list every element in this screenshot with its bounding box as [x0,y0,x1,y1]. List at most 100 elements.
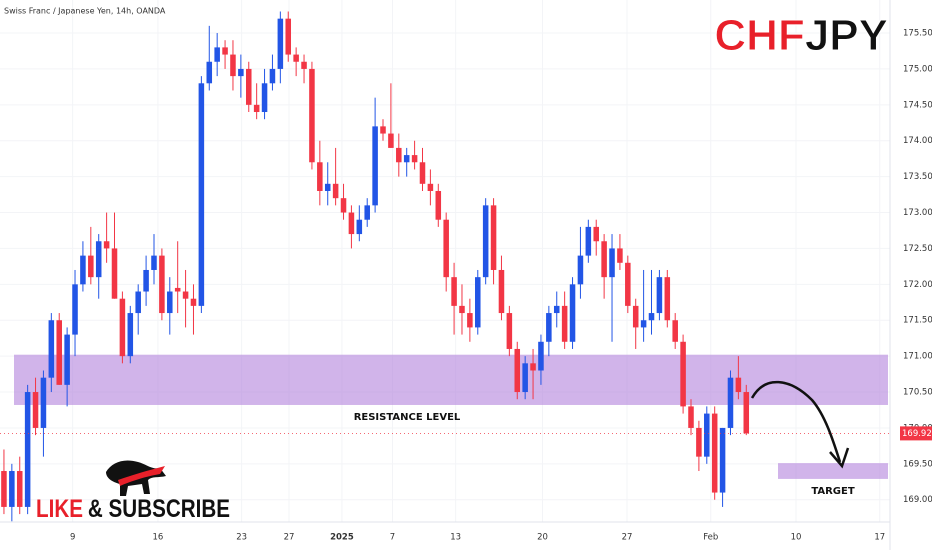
x-tick-label: 27 [284,533,295,543]
x-tick-label: 20 [537,533,548,543]
y-tick-label: 175.500 [903,29,932,39]
x-tick-label: 2025 [330,533,354,543]
candle-body [285,18,292,55]
candle-body [688,406,694,428]
candle-body [182,291,189,299]
grid [0,0,890,522]
arrow-head [829,447,850,469]
candle-body [467,313,473,328]
candle-body [48,320,55,378]
candle-body [64,334,70,385]
title-part: CHF [714,11,804,60]
subscribe: LIKE& SUBSCRIBE [36,495,230,523]
y-tick-label: 172.000 [903,280,932,290]
arrow [750,380,842,463]
x-axis: 9 16 23 27 2025 7 13 20 27 Feb 10 17 [70,533,885,543]
candle-body [538,341,544,371]
candle-body [151,255,157,270]
candle-body [95,241,102,278]
candle-body [214,47,220,62]
candle-body [1,471,7,507]
candle-body [253,104,260,113]
title-part: JPY [805,11,888,60]
y-tick-label: 170.500 [903,388,932,398]
candle-body [127,313,134,357]
candle-body [309,68,315,163]
candle-body [56,320,62,385]
candle-body [490,205,497,270]
x-tick-label: 13 [450,533,461,543]
candle-body [222,47,228,55]
y-tick-label: 174.000 [903,136,932,146]
candle-body [167,291,173,314]
candle-body [119,298,126,357]
candle-body [664,277,671,321]
candle-body [735,377,742,393]
candle-body [198,83,205,306]
candle-body [561,305,568,342]
candle-body [80,255,86,285]
x-tick-label: 10 [791,533,802,543]
candle-body [680,341,686,407]
candle-body [617,248,623,263]
candle-body [277,18,284,69]
candle-body [593,226,599,242]
candle-body [656,277,663,314]
x-tick-label: 9 [70,533,75,543]
candle-body [40,377,47,428]
y-tick-label: 171.000 [903,352,932,362]
y-tick-label: 171.500 [903,316,932,326]
candle-body [143,269,149,292]
candle-body [719,427,726,493]
candle-body [427,183,434,191]
candle-body [569,284,576,342]
y-tick-label: 174.500 [903,100,932,110]
candle-body [743,392,750,434]
candle-body [206,61,213,84]
candle-body [451,277,457,306]
candle-body [577,255,584,285]
candle-body [372,126,378,206]
candle-body [340,198,347,213]
candle-body [648,313,655,321]
y-axis: 169.000169.500170.000170.500171.000171.5… [0,29,932,505]
candle-body [364,205,370,220]
y-tick-label: 169.000 [903,495,932,505]
candle-body [601,241,607,278]
candle-body [498,269,505,314]
candle-body [672,320,678,342]
candle-body [159,255,165,314]
labels: RESISTANCE LEVEL TARGET CHFJPY LIKE& SUBSCR… [36,10,889,523]
candle-body [356,219,363,235]
candle-body [16,471,23,507]
candle-body [380,126,386,134]
candle-body [72,284,78,335]
x-tick-label: 17 [874,533,885,543]
x-tick-label: 16 [153,533,164,543]
last-price-label: 169.924 [902,429,932,439]
target-label: TARGET [811,486,855,497]
candle-body [475,277,481,328]
candle-body [317,162,323,191]
candle-body [388,133,394,148]
candle-body [332,183,339,199]
y-tick-label: 175.000 [903,64,932,74]
candle-body [103,241,110,249]
candle-body [443,219,449,278]
candle-body [174,287,181,292]
x-tick-label: 7 [390,533,395,543]
y-tick-label: 169.500 [903,459,932,469]
candle-body [411,155,418,163]
candle-body [396,147,402,163]
header: Swiss Franc / Japanese Yen, 14h, OANDA [4,7,166,16]
x-tick-label: Feb [703,533,718,543]
y-tick-label: 173.000 [903,208,932,218]
candle-body [625,262,631,306]
candle-body [553,305,560,314]
candle-body [403,155,410,163]
x-tick-label: 27 [622,533,633,543]
candle-body [261,83,268,113]
zones [14,354,888,479]
candle-body [585,226,592,256]
